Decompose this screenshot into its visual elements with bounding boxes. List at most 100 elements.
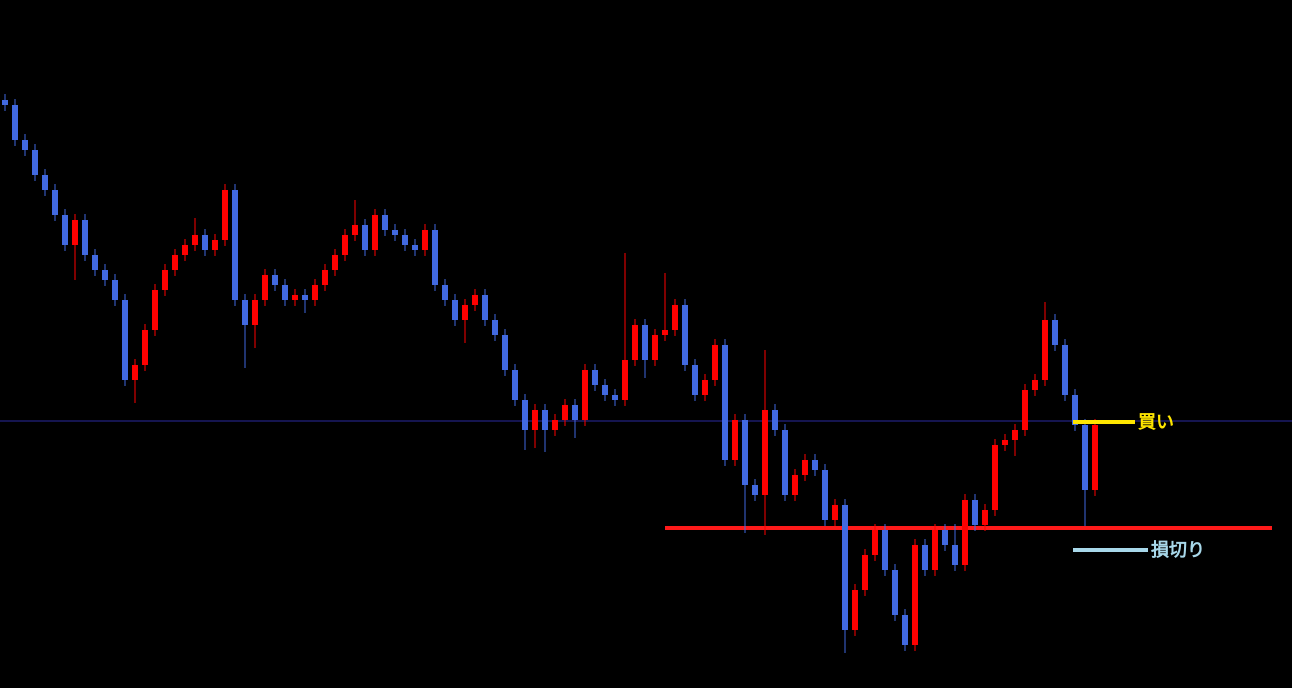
- candle-body: [492, 320, 498, 335]
- candle-body: [552, 420, 558, 430]
- candle-body: [1022, 390, 1028, 430]
- candle-body: [392, 230, 398, 235]
- candle-body: [442, 285, 448, 300]
- candle-body: [152, 290, 158, 330]
- candle-body: [802, 460, 808, 475]
- candle-body: [752, 485, 758, 495]
- candle-body: [672, 305, 678, 330]
- candle-body: [642, 325, 648, 360]
- candle-body: [1082, 425, 1088, 490]
- candle-body: [292, 295, 298, 300]
- candle-body: [222, 190, 228, 240]
- candle-body: [832, 505, 838, 520]
- candle-body: [462, 305, 468, 320]
- candle-body: [12, 105, 18, 140]
- candle-body: [432, 230, 438, 285]
- candle-body: [122, 300, 128, 380]
- candle-body: [82, 220, 88, 255]
- candle-body: [322, 270, 328, 285]
- candle-body: [112, 280, 118, 300]
- candle-body: [1042, 320, 1048, 380]
- candle-body: [542, 410, 548, 430]
- candle-body: [622, 360, 628, 400]
- candle-body: [982, 510, 988, 525]
- candle-body: [182, 245, 188, 255]
- candle-body: [912, 545, 918, 645]
- candle-body: [72, 220, 78, 245]
- candle-body: [862, 555, 868, 590]
- candle-body: [972, 500, 978, 525]
- candle-body: [962, 500, 968, 565]
- candle-body: [362, 225, 368, 250]
- candle-body: [2, 100, 8, 105]
- candle-body: [992, 445, 998, 510]
- candle-body: [712, 345, 718, 380]
- candle-body: [652, 335, 658, 360]
- candle-body: [342, 235, 348, 255]
- candle-body: [902, 615, 908, 645]
- candle-body: [532, 410, 538, 430]
- candle-body: [212, 240, 218, 250]
- candle-body: [452, 300, 458, 320]
- candle-body: [742, 420, 748, 485]
- candle-body: [172, 255, 178, 270]
- candle-body: [842, 505, 848, 630]
- candle-body: [922, 545, 928, 570]
- candle-body: [142, 330, 148, 365]
- candle-body: [822, 470, 828, 520]
- candle-body: [1072, 395, 1078, 425]
- candle-body: [852, 590, 858, 630]
- candle-body: [1032, 380, 1038, 390]
- candle-body: [942, 530, 948, 545]
- candle-body: [502, 335, 508, 370]
- candle-body: [352, 225, 358, 235]
- candle-body: [252, 300, 258, 325]
- candle-body: [1052, 320, 1058, 345]
- candle-body: [882, 530, 888, 570]
- candle-body: [722, 345, 728, 460]
- candle-body: [572, 405, 578, 420]
- candle-body: [762, 410, 768, 495]
- candle-body: [372, 215, 378, 250]
- candle-body: [202, 235, 208, 250]
- candle-body: [782, 430, 788, 495]
- candle-body: [1062, 345, 1068, 395]
- candle-body: [522, 400, 528, 430]
- annotation-label: 買い: [1138, 412, 1174, 433]
- candle-body: [132, 365, 138, 380]
- candle-body: [192, 235, 198, 245]
- candle-body: [92, 255, 98, 270]
- candle-body: [32, 150, 38, 175]
- candle-body: [272, 275, 278, 285]
- candle-body: [1092, 425, 1098, 490]
- candle-body: [582, 370, 588, 420]
- candle-body: [952, 545, 958, 565]
- candle-body: [332, 255, 338, 270]
- candle-body: [422, 230, 428, 250]
- candle-body: [242, 300, 248, 325]
- candle-body: [592, 370, 598, 385]
- candle-body: [162, 270, 168, 290]
- candle-body: [692, 365, 698, 395]
- candle-body: [662, 330, 668, 335]
- candle-body: [312, 285, 318, 300]
- candle-body: [412, 245, 418, 250]
- candle-body: [232, 190, 238, 300]
- candle-body: [772, 410, 778, 430]
- candle-body: [382, 215, 388, 230]
- candle-body: [52, 190, 58, 215]
- candle-body: [512, 370, 518, 400]
- candle-body: [792, 475, 798, 495]
- candle-body: [472, 295, 478, 305]
- candle-body: [932, 530, 938, 570]
- candle-body: [612, 395, 618, 400]
- candle-body: [682, 305, 688, 365]
- candle-body: [632, 325, 638, 360]
- candle-body: [42, 175, 48, 190]
- candle-body: [102, 270, 108, 280]
- candle-body: [1012, 430, 1018, 440]
- candle-body: [562, 405, 568, 420]
- candle-body: [282, 285, 288, 300]
